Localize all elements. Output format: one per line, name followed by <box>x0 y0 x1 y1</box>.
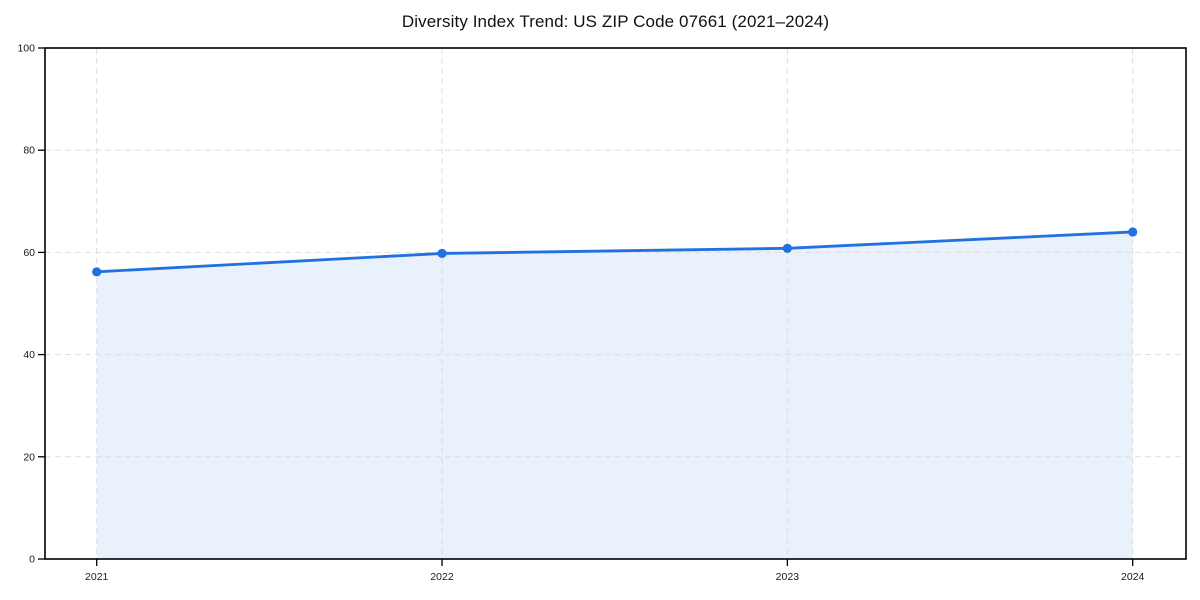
data-point-marker <box>1128 227 1138 237</box>
x-tick-label: 2024 <box>1121 571 1145 583</box>
y-tick-label: 60 <box>23 247 35 259</box>
trend-line <box>95 230 1135 274</box>
y-tick-label: 20 <box>23 451 35 463</box>
y-tick-label: 40 <box>23 349 35 361</box>
y-tick-label: 80 <box>23 145 35 157</box>
plot-border <box>44 47 1187 560</box>
x-tick-label: 2022 <box>430 571 454 583</box>
data-point-marker <box>437 248 447 259</box>
area-fill <box>96 231 1133 559</box>
y-tick-label: 0 <box>29 554 35 566</box>
data-point-marker <box>782 243 792 253</box>
y-tick-label: 100 <box>17 43 35 55</box>
chart-title: Diversity Index Trend: US ZIP Code 07661… <box>401 12 830 31</box>
x-tick-label: 2021 <box>85 571 109 583</box>
data-point-marker <box>92 267 102 277</box>
x-tick-label: 2023 <box>776 571 800 583</box>
